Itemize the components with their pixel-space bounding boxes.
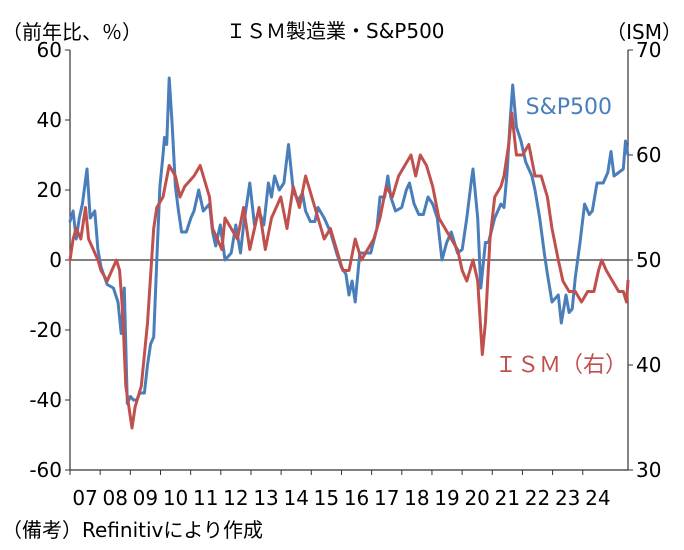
right-tick-label: 60 <box>636 143 661 167</box>
x-tick-label: 22 <box>525 486 550 510</box>
left-tick-label: 0 <box>49 248 62 272</box>
chart-title: ＩＳＭ製造業・S&P500 <box>226 19 445 43</box>
x-tick-label: 23 <box>555 486 580 510</box>
right-tick-label: 30 <box>636 458 661 482</box>
x-tick-label: 17 <box>374 486 399 510</box>
left-tick-label: 60 <box>37 38 62 62</box>
left-tick-label: 20 <box>37 178 62 202</box>
x-tick-label: 18 <box>404 486 429 510</box>
x-tick-label: 13 <box>253 486 278 510</box>
x-tick-label: 08 <box>103 486 128 510</box>
source-note: （備考）Refinitivにより作成 <box>2 518 263 542</box>
series-line-1 <box>68 111 630 430</box>
right-unit-label: （ISM） <box>606 20 682 44</box>
x-tick-label: 21 <box>495 486 520 510</box>
x-tick-label: 11 <box>193 486 218 510</box>
left-axis-ticks: -60 -40 -20 0 20 40 60 <box>29 38 70 482</box>
left-tick-label: 40 <box>37 108 62 132</box>
series-layer <box>68 76 630 430</box>
x-tick-label: 15 <box>314 486 339 510</box>
right-tick-label: 40 <box>636 353 661 377</box>
x-tick-label: 09 <box>133 486 158 510</box>
right-tick-label: 50 <box>636 248 661 272</box>
x-tick-label: 20 <box>464 486 489 510</box>
left-unit-label: （前年比、％） <box>2 20 142 44</box>
series-labels: S&P500 ＩＳＭ（右） <box>495 95 627 378</box>
left-tick-label: -40 <box>29 388 62 412</box>
x-tick-label: 10 <box>163 486 188 510</box>
series-label-0: S&P500 <box>526 95 612 120</box>
left-tick-label: -20 <box>29 318 62 342</box>
x-tick-label: 24 <box>585 486 610 510</box>
x-tick-label: 14 <box>283 486 308 510</box>
x-tick-label: 16 <box>344 486 369 510</box>
x-tick-label: 07 <box>72 486 97 510</box>
x-tick-label: 19 <box>434 486 459 510</box>
x-tick-label: 12 <box>223 486 248 510</box>
right-axis-ticks: 30 40 50 60 70 <box>628 38 661 482</box>
right-tick-label: 70 <box>636 38 661 62</box>
x-axis-ticks: 07 08 09 10 11 12 13 14 15 16 17 18 19 20 21 22 23 24 <box>69 470 611 510</box>
series-label-1: ＩＳＭ（右） <box>495 353 627 378</box>
left-tick-label: -60 <box>29 458 62 482</box>
